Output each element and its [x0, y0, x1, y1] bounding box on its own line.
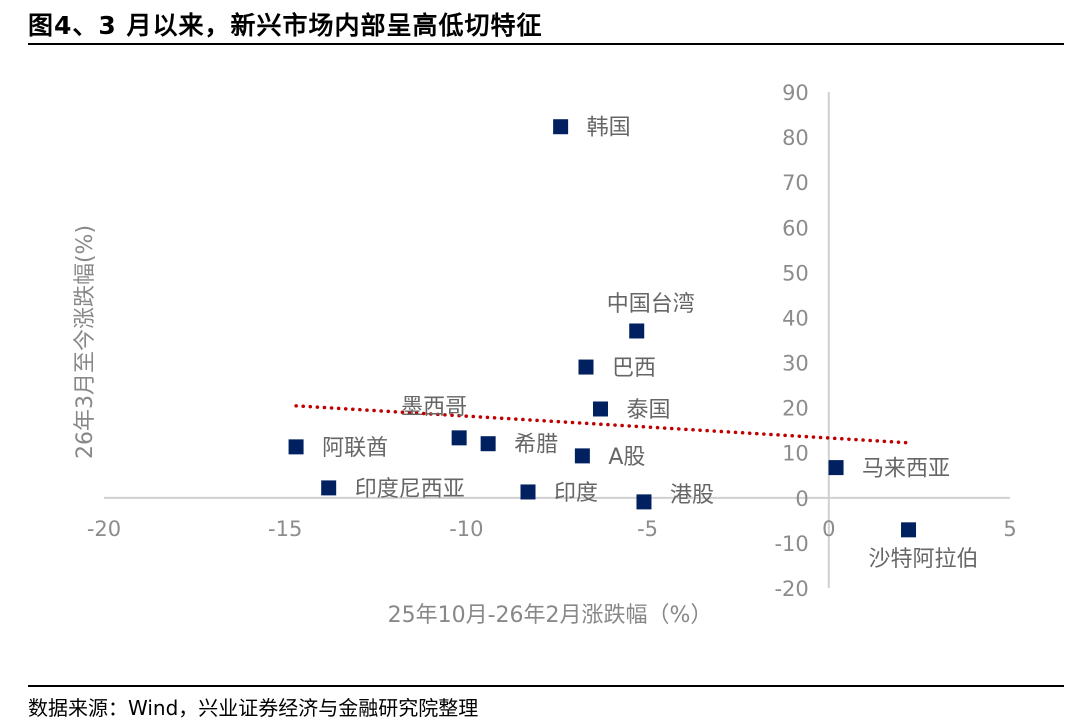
x-tick-label: 0: [822, 517, 835, 541]
data-label: A股: [608, 445, 645, 470]
data-label: 泰国: [626, 398, 670, 423]
y-tick-label: 70: [782, 171, 809, 195]
data-label: 沙特阿拉伯: [869, 547, 979, 572]
x-tick-label: -15: [268, 517, 302, 541]
data-label: 希腊: [514, 433, 558, 458]
data-point: [574, 448, 590, 464]
data-point: [828, 460, 844, 476]
data-point: [592, 401, 608, 417]
data-point: [636, 494, 652, 510]
source-note: 数据来源：Wind，兴业证券经济与金融研究院整理: [28, 696, 479, 720]
x-tick-label: -10: [449, 517, 483, 541]
scatter-chart: -20 -15 -10 -5 0 5 -20 -10 0 10 20 30 40 50 60 70 80 90 韩…: [73, 81, 1017, 628]
x-tick-label: 5: [1003, 517, 1016, 541]
data-label: 韩国: [587, 116, 631, 141]
x-tick-label: -5: [637, 517, 658, 541]
data-point: [629, 323, 645, 339]
trendline: [294, 404, 911, 445]
data-point: [451, 430, 467, 446]
y-axis-label: 26年3月至今涨跌幅(%): [73, 225, 98, 459]
data-label: 印度尼西亚: [355, 477, 465, 502]
data-point: [321, 480, 337, 496]
y-tick-label: 0: [795, 487, 808, 511]
y-tick-label: 40: [782, 306, 809, 330]
data-point: [520, 484, 536, 500]
data-point: [901, 522, 917, 538]
data-point: [553, 119, 569, 135]
data-label: 墨西哥: [401, 395, 467, 420]
data-label: 印度: [554, 481, 598, 506]
top-rule: [28, 43, 1064, 45]
bottom-rule: [28, 685, 1064, 687]
y-tick-label: 90: [782, 81, 809, 105]
figure-title: 图4、3 月以来，新兴市场内部呈高低切特征: [28, 11, 543, 40]
data-label: 中国台湾: [607, 292, 695, 317]
data-label: 阿联酋: [322, 436, 388, 461]
x-axis-label: 25年10月-26年2月涨跌幅（%）: [388, 603, 713, 628]
data-label: 港股: [670, 483, 714, 508]
data-point: [578, 359, 594, 375]
y-tick-label: 60: [782, 216, 809, 240]
y-tick-label: 20: [782, 397, 809, 421]
x-tick-label: -20: [87, 517, 121, 541]
y-tick-label: 80: [782, 126, 809, 150]
y-tick-label: 30: [782, 352, 809, 376]
data-point: [288, 439, 304, 455]
y-tick-label: 10: [782, 442, 809, 466]
y-tick-label: -20: [774, 577, 808, 601]
data-label: 巴西: [612, 356, 656, 381]
data-point: [480, 436, 496, 452]
data-label: 马来西亚: [862, 457, 950, 482]
y-tick-label: -10: [774, 532, 808, 556]
y-tick-label: 50: [782, 261, 809, 285]
